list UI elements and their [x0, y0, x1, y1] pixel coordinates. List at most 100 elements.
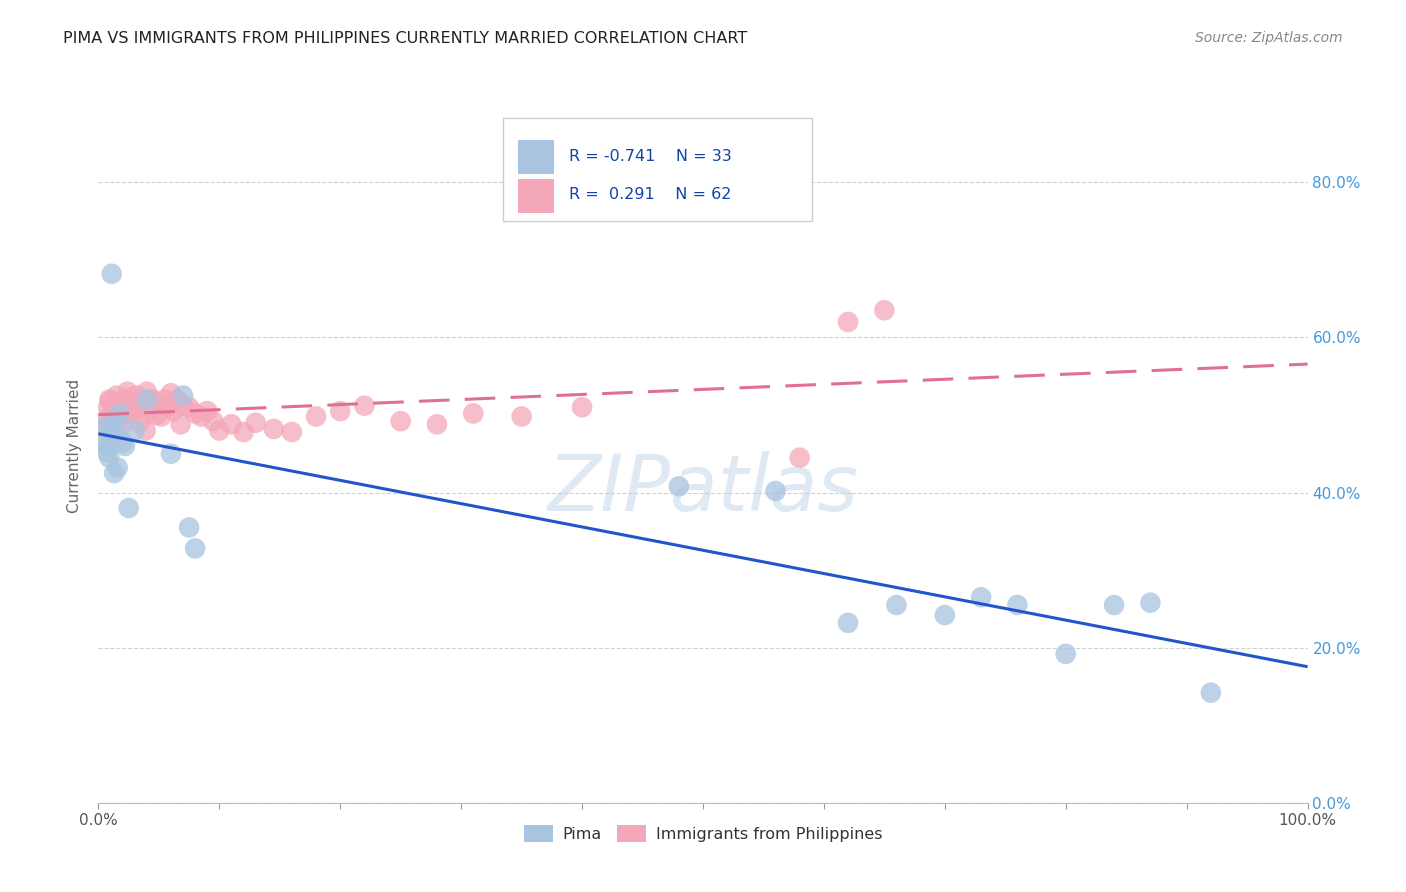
Point [100, 424, 122, 438]
Point [162, 404, 184, 418]
Point [153, 392, 176, 407]
Point [190, 409, 212, 424]
Legend: Pima, Immigrants from Philippines: Pima, Immigrants from Philippines [517, 819, 889, 848]
Point [101, 401, 124, 415]
Point [221, 417, 243, 432]
Point [105, 388, 128, 402]
Point [108, 396, 131, 410]
Point [160, 386, 183, 401]
Point [117, 384, 139, 399]
Point [329, 404, 352, 418]
Point [1054, 647, 1077, 661]
Point [1102, 598, 1125, 612]
Point [184, 541, 207, 556]
Point [114, 439, 136, 453]
Point [128, 416, 150, 430]
Point [150, 409, 173, 424]
Point [107, 460, 129, 475]
Point [103, 417, 125, 432]
Point [353, 399, 375, 413]
Point [208, 424, 231, 438]
Point [108, 406, 131, 420]
Point [111, 435, 134, 450]
Point [112, 392, 135, 407]
Point [135, 424, 157, 438]
Point [97, 401, 120, 415]
Text: R = -0.741    N = 33: R = -0.741 N = 33 [569, 150, 731, 164]
Point [571, 401, 593, 415]
Text: ZIPatlas: ZIPatlas [547, 450, 859, 527]
Point [148, 396, 170, 410]
Point [111, 417, 134, 432]
Point [263, 422, 285, 436]
Point [389, 414, 412, 428]
Point [873, 303, 896, 318]
Point [114, 399, 136, 413]
Point [108, 409, 131, 424]
Point [172, 399, 194, 413]
Point [765, 483, 787, 498]
Point [96, 412, 118, 426]
Point [135, 384, 157, 399]
Point [172, 388, 194, 402]
Point [118, 501, 141, 516]
Point [1007, 598, 1029, 612]
Point [463, 406, 485, 420]
Point [101, 424, 124, 438]
Point [91, 420, 114, 434]
Point [94, 437, 117, 451]
Point [127, 388, 149, 402]
Point [122, 401, 145, 416]
FancyBboxPatch shape [503, 118, 811, 221]
Y-axis label: Currently Married: Currently Married [67, 379, 83, 513]
Point [100, 408, 122, 422]
Point [195, 404, 218, 418]
Point [120, 404, 142, 418]
Point [107, 401, 129, 415]
Point [1139, 596, 1161, 610]
Point [934, 608, 956, 623]
Point [166, 392, 188, 407]
Point [96, 445, 118, 459]
Text: R =  0.291    N = 62: R = 0.291 N = 62 [569, 187, 731, 202]
Point [124, 424, 146, 438]
Point [98, 450, 121, 465]
Point [305, 409, 328, 424]
Point [93, 424, 115, 438]
Point [100, 267, 122, 281]
Point [132, 399, 155, 413]
Point [281, 425, 304, 439]
Point [1199, 686, 1222, 700]
Point [789, 450, 811, 465]
Point [970, 591, 993, 605]
Point [129, 394, 152, 409]
Point [426, 417, 449, 432]
Point [98, 392, 121, 407]
Point [142, 392, 165, 407]
Point [105, 412, 128, 426]
Point [124, 406, 146, 420]
Point [837, 615, 859, 630]
Point [245, 416, 267, 430]
Point [886, 598, 908, 612]
Point [169, 417, 191, 432]
Point [179, 520, 201, 534]
Point [232, 425, 254, 439]
Point [510, 409, 533, 424]
Text: Source: ZipAtlas.com: Source: ZipAtlas.com [1195, 31, 1343, 45]
Text: PIMA VS IMMIGRANTS FROM PHILIPPINES CURRENTLY MARRIED CORRELATION CHART: PIMA VS IMMIGRANTS FROM PHILIPPINES CURR… [63, 31, 748, 46]
Point [100, 394, 122, 409]
Point [837, 315, 859, 329]
Point [179, 401, 201, 415]
FancyBboxPatch shape [517, 140, 554, 174]
Point [145, 408, 167, 422]
Point [135, 392, 157, 407]
Point [97, 439, 120, 453]
FancyBboxPatch shape [517, 179, 554, 213]
Point [104, 404, 127, 418]
Point [110, 408, 132, 422]
Point [138, 404, 160, 418]
Point [184, 406, 207, 420]
Point [202, 414, 225, 428]
Point [103, 466, 125, 480]
